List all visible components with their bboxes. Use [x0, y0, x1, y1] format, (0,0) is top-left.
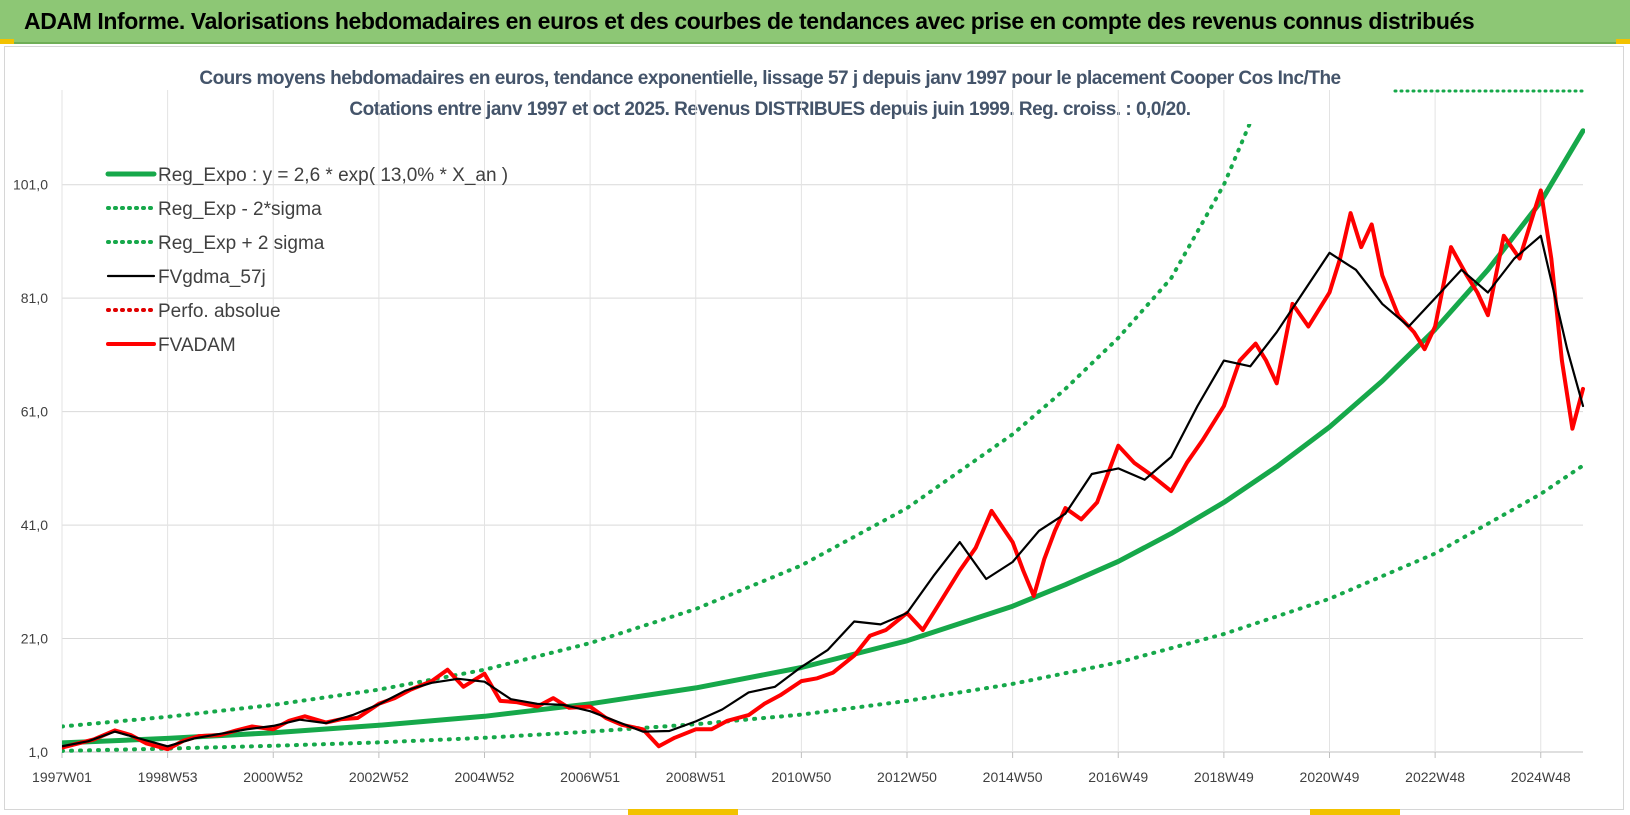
x-tick-label: 2010W50 [771, 769, 831, 785]
legend-label: FVADAM [158, 335, 236, 356]
legend-label: Perfo. absolue [158, 301, 281, 322]
grid [61, 89, 1585, 753]
legend-label: Reg_Exp - 2*sigma [158, 199, 322, 220]
x-tick-label: 2022W48 [1405, 769, 1465, 785]
x-tick-label: 1997W01 [32, 769, 92, 785]
y-tick-label: 61,0 [21, 404, 48, 420]
y-tick-label: 1,0 [29, 744, 49, 760]
corner-mark-left [0, 39, 14, 44]
legend-label: FVgdma_57j [158, 267, 266, 288]
x-tick-label: 2000W52 [243, 769, 303, 785]
page-title: ADAM Informe. Valorisations hebdomadaire… [24, 7, 1475, 34]
x-tick-label: 2004W52 [455, 769, 515, 785]
y-tick-label: 81,0 [21, 290, 48, 306]
bottom-mark-1 [628, 809, 738, 815]
x-tick-label: 2014W50 [983, 769, 1043, 785]
bottom-mark-2 [1310, 809, 1400, 815]
x-tick-label: 2024W48 [1511, 769, 1571, 785]
series-group [62, 124, 1585, 753]
series-line-fvadam [62, 188, 1585, 752]
chart-area [4, 46, 1624, 810]
y-tick-label: 21,0 [21, 631, 48, 647]
x-tick-label: 2020W49 [1300, 769, 1360, 785]
legend: Reg_Expo : y = 2,6 * exp( 13,0% * X_an )… [105, 165, 508, 356]
x-tick-label: 2018W49 [1194, 769, 1254, 785]
x-tick-label: 1998W53 [138, 769, 198, 785]
y-tick-label: 41,0 [21, 517, 48, 533]
header-banner: ADAM Informe. Valorisations hebdomadaire… [0, 0, 1630, 44]
x-tick-label: 2008W51 [666, 769, 726, 785]
series-line-regexpo [62, 128, 1585, 746]
x-tick-label: 2016W49 [1088, 769, 1148, 785]
y-tick-label: 101,0 [13, 177, 48, 193]
x-tick-label: 2002W52 [349, 769, 409, 785]
x-axis: 1997W01 1998W53 2000W52 2002W52 2004W52 2006W… [32, 752, 1571, 785]
series-line-regexp [62, 463, 1585, 753]
corner-mark-right [1616, 39, 1630, 44]
chart-title: Cours moyens hebdomadaires en euros, ten… [199, 68, 1341, 89]
x-tick-label: 2012W50 [877, 769, 937, 785]
x-tick-label: 2006W51 [560, 769, 620, 785]
chart-subtitle: Cotations entre janv 1997 et oct 2025. R… [349, 99, 1191, 120]
series-line-regexp [62, 124, 1252, 729]
legend-label: Reg_Exp + 2 sigma [158, 233, 325, 254]
y-axis: 1,0 21,0 41,0 61,0 81,0 101,0 [13, 177, 48, 760]
series-line-fvgdma57j [62, 234, 1585, 748]
legend-label: Reg_Expo : y = 2,6 * exp( 13,0% * X_an ) [158, 165, 508, 186]
